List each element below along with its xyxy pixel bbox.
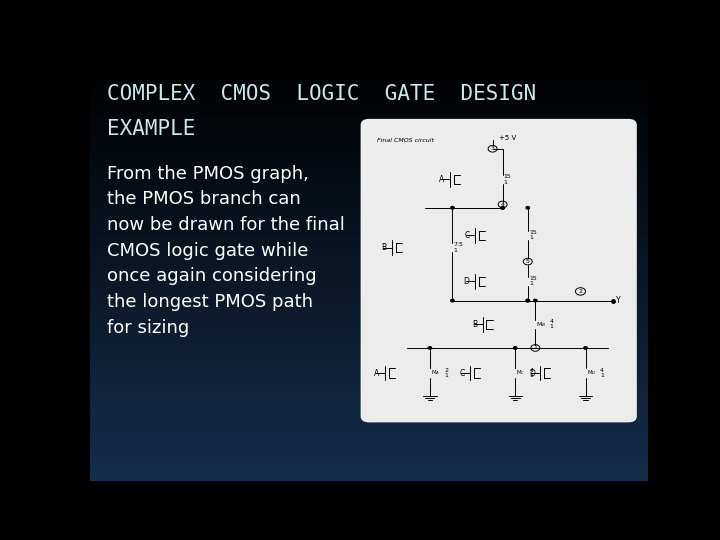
Text: B: B	[472, 320, 477, 329]
Text: EXAMPLE: EXAMPLE	[107, 119, 195, 139]
Text: A: A	[374, 368, 379, 377]
Text: D: D	[529, 368, 535, 377]
Text: 2: 2	[578, 289, 582, 294]
Text: 3: 3	[490, 146, 495, 151]
Circle shape	[584, 347, 588, 349]
Text: M$_A$: M$_A$	[431, 369, 440, 377]
Circle shape	[451, 206, 454, 209]
Text: 4
1: 4 1	[600, 368, 604, 378]
Text: 5: 5	[526, 259, 530, 264]
FancyBboxPatch shape	[361, 119, 637, 422]
Circle shape	[526, 299, 529, 302]
Circle shape	[501, 206, 504, 209]
Text: 2
1: 2 1	[444, 368, 449, 378]
Circle shape	[526, 206, 529, 209]
Text: 4
1: 4 1	[530, 368, 534, 378]
Circle shape	[534, 299, 537, 302]
Text: COMPLEX  CMOS  LOGIC  GATE  DESIGN: COMPLEX CMOS LOGIC GATE DESIGN	[107, 84, 536, 104]
Text: 15
1: 15 1	[529, 276, 536, 286]
Text: 15
1: 15 1	[504, 174, 511, 185]
Text: C: C	[464, 231, 469, 240]
Text: Final CMOS circuit: Final CMOS circuit	[377, 138, 434, 143]
Text: M$_B$: M$_B$	[536, 320, 546, 329]
Text: 15
1: 15 1	[529, 230, 536, 240]
Text: C: C	[459, 368, 464, 377]
Text: +5 V: +5 V	[499, 134, 516, 140]
Text: A: A	[439, 175, 444, 184]
Circle shape	[501, 206, 504, 209]
Text: M$_C$: M$_C$	[516, 369, 526, 377]
Text: 1: 1	[534, 346, 537, 350]
Text: Y: Y	[616, 296, 621, 305]
Text: D: D	[464, 276, 469, 286]
Circle shape	[451, 299, 454, 302]
Circle shape	[526, 299, 529, 302]
Circle shape	[428, 347, 431, 349]
Text: From the PMOS graph,
the PMOS branch can
now be drawn for the final
CMOS logic g: From the PMOS graph, the PMOS branch can…	[107, 165, 345, 337]
Text: 7.5
1: 7.5 1	[454, 242, 464, 253]
Text: B: B	[382, 243, 387, 252]
Text: M$_D$: M$_D$	[587, 369, 596, 377]
Circle shape	[513, 347, 517, 349]
Text: 4
1: 4 1	[550, 319, 554, 329]
Text: 4: 4	[500, 202, 505, 207]
